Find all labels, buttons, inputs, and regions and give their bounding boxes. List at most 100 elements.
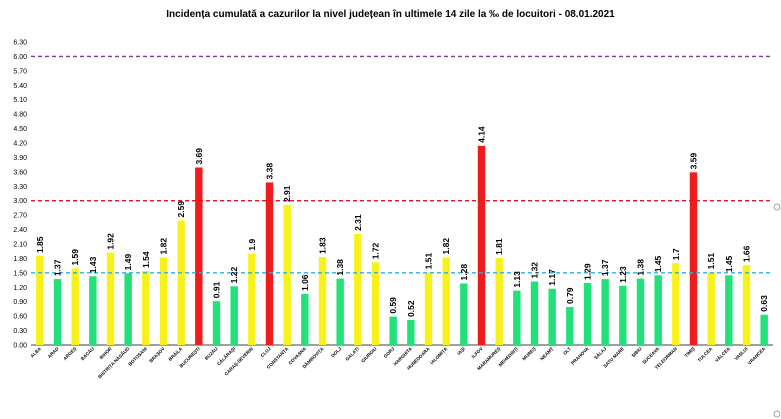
y-tick-label: 2.70 [13,213,27,220]
y-tick-label: 1.50 [13,270,27,277]
y-tick-label: 2.40 [13,227,27,234]
category-label: BISTRIȚA NĂSĂUD [96,345,130,379]
bar [354,233,362,345]
bar [212,301,221,345]
category-label: BACĂU [79,345,95,361]
data-label: 1.66 [742,245,752,262]
category-label: VRANCEA [747,346,767,366]
y-tick-label: 6.00 [13,54,27,61]
bar [283,205,291,345]
data-label: 1.49 [123,254,133,271]
category-label: BIHOR [99,346,113,360]
bar [689,172,698,345]
bar [301,294,309,345]
y-tick-label: 0.60 [13,314,27,321]
data-label: 0.52 [406,300,416,317]
y-tick-label: 4.80 [13,112,27,119]
bar [407,319,415,345]
category-label: ALBA [29,346,42,359]
bar [89,276,97,345]
category-label: BRĂILA [167,345,184,362]
data-label: 1.59 [70,249,80,266]
data-label: 1.17 [547,269,557,286]
bar [495,257,503,345]
category-label: IALOMIȚA [429,346,449,366]
y-tick-label: 6.30 [13,40,27,47]
data-label: 1.85 [35,236,45,253]
bar [601,279,609,345]
data-label: 1.7 [671,248,681,260]
category-label: MUREȘ [521,346,537,362]
bar [707,272,715,345]
data-label: 1.83 [318,237,328,254]
bar [583,282,592,345]
data-label: 1.06 [300,274,310,291]
bar [672,263,680,345]
category-label: TIMIȘ [684,346,697,359]
bar [71,268,79,345]
bar [53,279,62,345]
data-label: 0.91 [212,281,222,298]
y-tick-label: 3.90 [13,155,27,162]
data-label: 1.22 [229,267,239,284]
category-label: SIBIU [630,346,643,359]
data-label: 1.43 [88,256,98,273]
bar [336,278,344,345]
category-label: VASLUI [733,346,748,361]
data-label: 1.72 [371,242,381,259]
category-label: BOTOȘANI [127,346,148,367]
bar [248,253,256,345]
data-label: 1.9 [247,239,257,251]
data-label: 1.28 [459,264,469,281]
bar [548,288,556,345]
data-label: 1.29 [583,263,593,280]
bar [742,265,751,345]
bar [477,145,486,345]
data-label: 1.13 [512,271,522,288]
data-label: 1.32 [530,262,540,279]
category-label: GIURGIU [360,346,378,364]
y-tick-label: 0.30 [13,328,27,335]
bar [530,281,539,345]
category-label: BUZĂU [203,345,219,361]
resize-handle[interactable] [773,410,781,418]
category-label: GALAȚI [344,346,360,362]
data-label: 1.38 [335,259,345,276]
data-label: 4.14 [477,126,487,143]
data-label: 1.82 [159,238,169,255]
category-label: VÂLCEA [713,345,731,363]
category-label: NEAMȚ [539,346,554,361]
resize-handle[interactable] [773,203,781,211]
category-label: BRAȘOV [148,346,167,365]
category-label: CLUJ [260,346,272,358]
bar [725,275,733,345]
data-label: 2.59 [176,201,186,218]
data-label: 1.37 [53,259,63,276]
data-label: 0.63 [759,295,769,312]
y-tick-label: 3.60 [13,169,27,176]
bar [760,314,768,345]
bar [159,257,168,345]
bar [371,262,380,345]
bar [106,252,115,345]
bar [36,256,44,345]
data-label: 1.51 [424,253,434,270]
category-label: PRAHOVA [570,346,590,366]
data-label: 2.91 [282,185,292,202]
bar [442,257,450,345]
data-label: 1.37 [600,259,610,276]
bar [424,272,433,345]
bar [460,283,468,345]
data-label: 3.38 [265,163,275,180]
y-tick-label: 0.00 [13,343,27,350]
data-label: 0.59 [388,297,398,314]
y-tick-label: 5.40 [13,83,27,90]
y-tick-label: 2.10 [13,242,27,249]
bar [619,285,627,345]
chart-title: Incidența cumulată a cazurilor la nivel … [166,9,615,20]
data-label: 1.45 [724,255,734,272]
bar [265,182,274,345]
bar [230,286,238,345]
category-label: OLT [562,346,572,356]
